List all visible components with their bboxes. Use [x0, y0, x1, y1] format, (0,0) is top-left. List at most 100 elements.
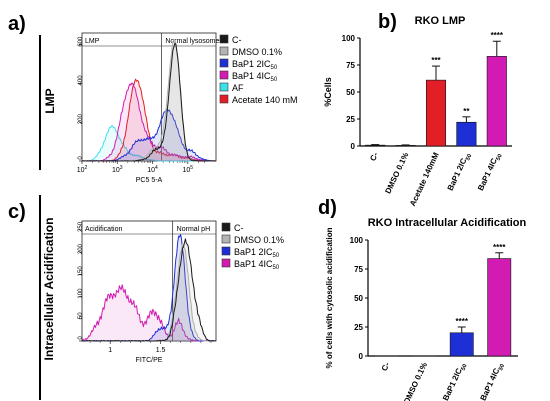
gate-label-right: Normal lysosomes — [165, 38, 223, 45]
x-tick-label: 1 — [108, 347, 112, 354]
legend-c-item-bap1-4: BaP1 4IC50 — [221, 258, 280, 271]
bar-bap1-4ic50 — [486, 56, 507, 147]
legend-c-label-bap1-4: BaP1 4IC50 — [234, 259, 280, 271]
x-tick-label-bap1-4ic50: BaP1 4IC50 — [479, 361, 507, 401]
legend-a-swatch-control — [219, 34, 229, 44]
histogram-c: 0 50 100 150 200 250 1 1.5 FITC/PE Acidification N… — [78, 220, 217, 364]
histogram-fill-c — [82, 43, 216, 161]
y-tick-label: 50 — [78, 312, 84, 319]
legend-a-label-bap1-2: BaP1 2IC50 — [232, 59, 278, 71]
legend-a-item-bap1-2: BaP1 2IC50 — [219, 58, 278, 71]
y-tick-label: 200 — [78, 243, 84, 254]
panel-letter-b: b) — [378, 11, 397, 33]
x-tick-label-acetate-140mm: Acetate 140mM — [408, 151, 441, 208]
histogram-curve-c — [82, 238, 217, 342]
bar-dmso-0-1 — [395, 145, 416, 147]
histogram-curve-c — [81, 42, 216, 162]
legend-c-item-bap1-2: BaP1 2IC50 — [221, 246, 280, 259]
legend-c: C- DMSO 0.1% BaP1 2IC50 BaP1 4IC50 — [221, 222, 284, 271]
legend-a-item-dmso: DMSO 0.1% — [219, 46, 282, 57]
legend-c-swatch-bap1-2 — [221, 246, 231, 256]
y-tick-label: 200 — [78, 114, 84, 125]
legend-c-label-bap1-2: BaP1 2IC50 — [234, 247, 280, 259]
y-tick-label: 250 — [78, 221, 84, 232]
bar-bap1-2ic50 — [449, 332, 474, 357]
legend-a-swatch-af — [219, 82, 229, 92]
x-tick-label: 104 — [147, 165, 158, 174]
legend-a-label-af: AF — [232, 83, 244, 93]
legend-a-label-bap1-4: BaP1 4IC50 — [232, 71, 278, 83]
gate-label-right: Normal pH — [177, 226, 210, 233]
histogram-curve-bap1-4ic50 — [81, 284, 217, 342]
histogram-fill-bap1-2ic50 — [82, 109, 216, 161]
y-tick-label: 100 — [342, 34, 356, 43]
y-tick-label: 75 — [354, 265, 363, 274]
y-tick-label: 600 — [78, 36, 84, 47]
significance-bap1-2ic50: ** — [463, 107, 470, 116]
legend-a-item-af: AF — [219, 82, 244, 93]
histogram-a: 0 200 400 600 102 103 104 105 PC5 5-A LMP Normal l… — [77, 32, 223, 184]
legend-c-swatch-dmso — [221, 234, 231, 244]
bar-chart-b: RKO LMP %Cells 0 25 50 75 100 C- DMSO 0.1% *** Ace… — [323, 15, 512, 208]
x-tick-label: 103 — [112, 165, 123, 174]
significance-bap1-2ic50: **** — [456, 317, 469, 326]
legend-a-item-acetate: Acetate 140 mM — [219, 94, 298, 105]
y-tick-label: 25 — [354, 323, 363, 332]
chart-title: RKO LMP — [415, 15, 466, 27]
y-tick-label: 0 — [78, 156, 84, 160]
x-tick-label-bap1-2ic50: BaP1 2IC50 — [446, 151, 474, 193]
histogram-fill-acetate-140-mm — [82, 79, 216, 161]
legend-a-swatch-acetate — [219, 94, 229, 104]
legend-c-label-dmso: DMSO 0.1% — [234, 235, 284, 245]
histogram-fill-af — [82, 125, 216, 161]
y-tick-label: 50 — [346, 88, 355, 97]
histogram-curve-bap1-4ic50 — [81, 82, 217, 162]
panel-letter-a: a) — [8, 13, 26, 35]
x-axis-label: FITC/PE — [136, 357, 163, 364]
y-tick-label: 0 — [78, 336, 84, 340]
legend-c-item-control: C- — [221, 222, 244, 233]
y-tick-label: 100 — [78, 288, 84, 299]
significance-acetate-140mm: *** — [431, 56, 441, 65]
significance-bap1-4ic50: **** — [493, 243, 506, 252]
gate-label-left: LMP — [85, 38, 100, 45]
x-tick-label: 105 — [183, 165, 194, 174]
legend-c-swatch-bap1-4 — [221, 258, 231, 268]
histogram-fill-c — [82, 238, 216, 341]
bar-acetate-140mm — [425, 79, 447, 147]
y-tick-label: 50 — [354, 294, 363, 303]
y-axis-label: %Cells — [323, 77, 333, 107]
y-tick-label: 150 — [78, 266, 84, 277]
plot-frame — [81, 220, 217, 342]
y-axis-label: % of cells with cytosolic acidification — [325, 227, 334, 368]
x-axis-label: PC5 5-A — [136, 177, 163, 184]
y-tick-label: 25 — [346, 115, 355, 124]
y-tick-label: 0 — [351, 142, 356, 151]
legend-a-item-bap1-4: BaP1 4IC50 — [219, 70, 278, 83]
y-tick-label: 100 — [350, 236, 364, 245]
bar-chart-d: RKO Intracellular Acidification % of cell… — [325, 217, 527, 401]
panel-letter-c: c) — [8, 201, 26, 223]
c-ylabel: Intracellular Acidification — [42, 218, 56, 361]
x-tick-label-bap1-4ic50: BaP1 4IC50 — [476, 151, 504, 193]
legend-a-label-control: C- — [232, 35, 242, 45]
legend-c-item-dmso: DMSO 0.1% — [221, 234, 284, 245]
x-tick-label-c: C- — [380, 361, 392, 373]
bar-bap1-2ic50 — [456, 121, 477, 147]
a-ylabel: LMP — [43, 88, 57, 113]
legend-a-swatch-dmso — [219, 46, 229, 56]
x-tick-label-dmso-0-1: DMSO 0.1% — [402, 361, 429, 401]
x-tick-label-dmso-0-1: DMSO 0.1% — [383, 151, 410, 195]
y-tick-label: 0 — [359, 352, 364, 361]
histogram-fill-bap1-2ic50 — [82, 234, 216, 341]
legend-c-swatch-control — [221, 222, 231, 232]
legend-a-swatch-bap1-2 — [219, 58, 229, 68]
x-tick-label-bap1-2ic50: BaP1 2IC50 — [441, 361, 469, 401]
legend-a-swatch-bap1-4 — [219, 70, 229, 80]
bar-c — [365, 144, 386, 147]
legend-a: C- DMSO 0.1% BaP1 2IC50 BaP1 4IC50 AF Ac… — [219, 34, 298, 105]
legend-c-label-control: C- — [234, 223, 244, 233]
x-tick-label: 102 — [77, 165, 88, 174]
bar-bap1-4ic50 — [487, 258, 512, 357]
